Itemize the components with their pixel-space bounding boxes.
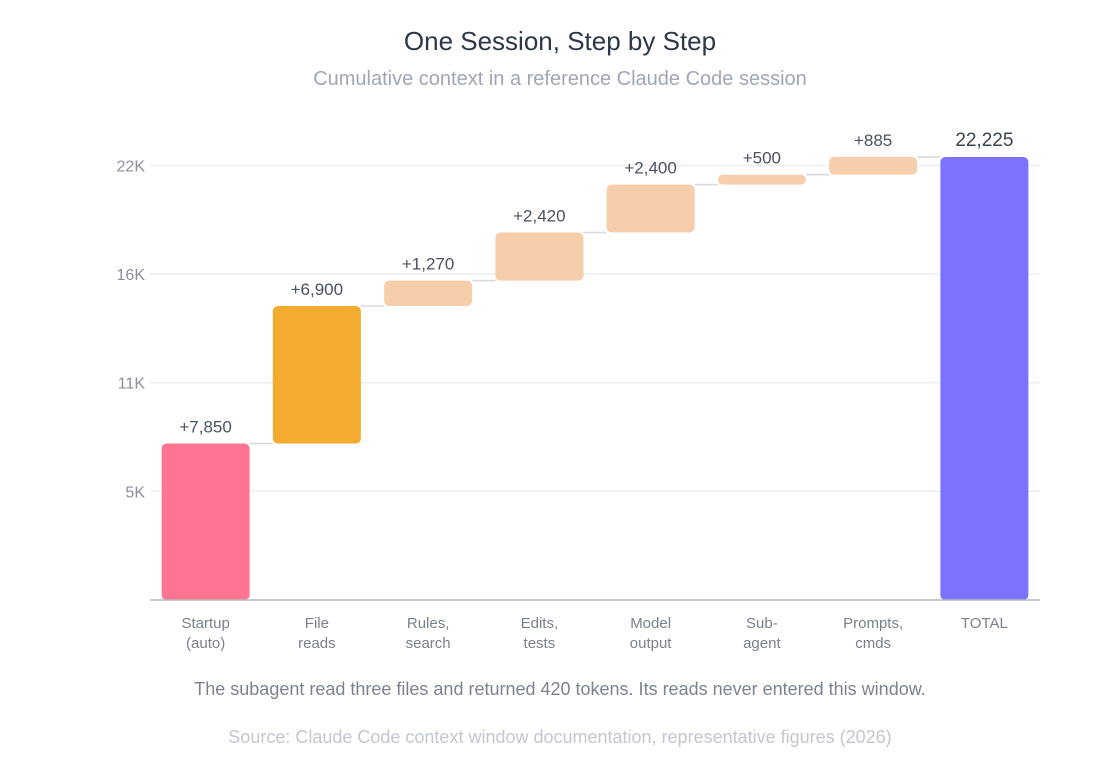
x-tick-label: search xyxy=(406,635,451,652)
x-tick-label: TOTAL xyxy=(961,615,1008,632)
y-tick-labels: 5K 11K 16K 22K xyxy=(117,158,146,501)
data-label: +2,400 xyxy=(624,159,676,178)
waterfall-bar xyxy=(495,232,584,281)
x-tick-labels: Startup (auto) File reads Rules, search Edits,… xyxy=(181,615,1007,652)
x-tick-label: agent xyxy=(743,635,781,652)
x-tick-label: Rules, xyxy=(407,615,450,632)
x-tick-label: cmds xyxy=(855,635,891,652)
data-label: +885 xyxy=(854,131,892,150)
waterfall-bar xyxy=(384,280,473,306)
x-tick-label: tests xyxy=(524,635,556,652)
x-tick-label: output xyxy=(630,635,673,652)
x-tick-label: Sub- xyxy=(746,615,778,632)
data-label: +6,900 xyxy=(291,280,343,299)
connectors xyxy=(249,156,941,445)
x-tick-label: reads xyxy=(298,635,336,652)
waterfall-bar xyxy=(161,443,250,600)
y-tick-label: 5K xyxy=(125,484,145,501)
total-bar xyxy=(940,157,1029,600)
chart-annotation: The subagent read three files and return… xyxy=(194,679,926,699)
bars xyxy=(161,157,1029,600)
waterfall-bar xyxy=(717,174,806,185)
data-label: +1,270 xyxy=(402,255,454,274)
waterfall-bar xyxy=(606,184,695,233)
x-tick-label: Edits, xyxy=(521,615,559,632)
data-label: +2,420 xyxy=(513,206,565,225)
source-note: Source: Claude Code context window docum… xyxy=(228,727,892,747)
x-tick-label: Startup xyxy=(181,615,229,632)
chart-subtitle: Cumulative context in a reference Claude… xyxy=(313,68,807,90)
data-label: +7,850 xyxy=(179,418,231,437)
x-tick-label: Prompts, xyxy=(843,615,903,632)
waterfall-chart: 5K 11K 16K 22K Startup (auto) File reads Rules,… xyxy=(117,130,1040,652)
y-tick-label: 16K xyxy=(117,267,146,284)
x-tick-label: Model xyxy=(630,615,671,632)
data-labels: +7,850 +6,900 +1,270 +2,420 +2,400 +500 +885 22… xyxy=(179,130,1013,437)
waterfall-bar xyxy=(272,305,361,444)
data-label: +500 xyxy=(743,149,781,168)
chart-title: One Session, Step by Step xyxy=(403,26,717,56)
y-tick-label: 11K xyxy=(118,376,146,393)
data-label: 22,225 xyxy=(955,130,1013,151)
x-tick-label: (auto) xyxy=(186,635,225,652)
waterfall-bar xyxy=(829,157,918,175)
y-tick-label: 22K xyxy=(117,158,146,175)
x-tick-label: File xyxy=(305,615,329,632)
